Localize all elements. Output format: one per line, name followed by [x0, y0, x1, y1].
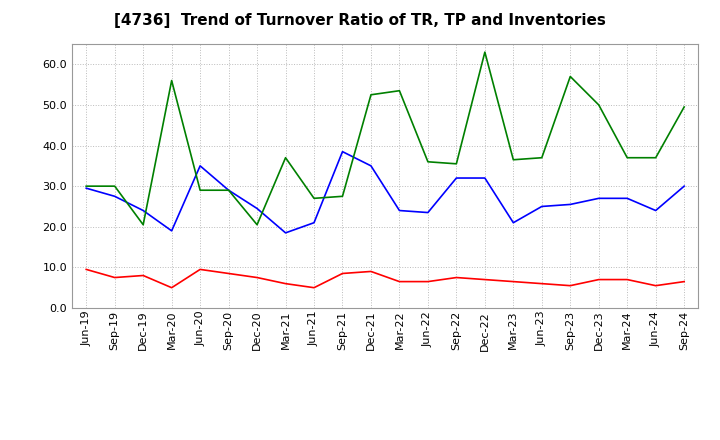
Trade Payables	[225, 187, 233, 193]
Inventories	[253, 222, 261, 227]
Trade Receivables	[366, 269, 375, 274]
Trade Payables	[110, 194, 119, 199]
Inventories	[509, 157, 518, 162]
Trade Receivables	[395, 279, 404, 284]
Inventories	[652, 155, 660, 160]
Trade Receivables	[423, 279, 432, 284]
Text: [4736]  Trend of Turnover Ratio of TR, TP and Inventories: [4736] Trend of Turnover Ratio of TR, TP…	[114, 13, 606, 28]
Trade Payables	[566, 202, 575, 207]
Line: Trade Receivables: Trade Receivables	[86, 269, 684, 288]
Trade Receivables	[566, 283, 575, 288]
Trade Receivables	[452, 275, 461, 280]
Trade Payables	[480, 176, 489, 181]
Line: Inventories: Inventories	[86, 52, 684, 225]
Trade Receivables	[595, 277, 603, 282]
Trade Payables	[537, 204, 546, 209]
Inventories	[480, 49, 489, 55]
Inventories	[310, 196, 318, 201]
Inventories	[82, 183, 91, 189]
Trade Payables	[395, 208, 404, 213]
Inventories	[366, 92, 375, 97]
Inventories	[225, 187, 233, 193]
Trade Receivables	[196, 267, 204, 272]
Trade Receivables	[82, 267, 91, 272]
Inventories	[139, 222, 148, 227]
Trade Receivables	[680, 279, 688, 284]
Trade Receivables	[282, 281, 290, 286]
Trade Payables	[652, 208, 660, 213]
Trade Receivables	[310, 285, 318, 290]
Inventories	[537, 155, 546, 160]
Trade Receivables	[509, 279, 518, 284]
Trade Receivables	[167, 285, 176, 290]
Trade Receivables	[537, 281, 546, 286]
Line: Trade Payables: Trade Payables	[86, 152, 684, 233]
Inventories	[167, 78, 176, 83]
Trade Receivables	[110, 275, 119, 280]
Inventories	[566, 74, 575, 79]
Trade Payables	[196, 163, 204, 169]
Trade Receivables	[338, 271, 347, 276]
Trade Payables	[282, 230, 290, 235]
Trade Payables	[167, 228, 176, 234]
Trade Payables	[310, 220, 318, 225]
Trade Payables	[139, 208, 148, 213]
Trade Payables	[623, 196, 631, 201]
Trade Payables	[680, 183, 688, 189]
Trade Receivables	[253, 275, 261, 280]
Trade Payables	[509, 220, 518, 225]
Inventories	[595, 102, 603, 107]
Trade Receivables	[225, 271, 233, 276]
Inventories	[282, 155, 290, 160]
Inventories	[395, 88, 404, 93]
Inventories	[623, 155, 631, 160]
Inventories	[423, 159, 432, 165]
Trade Payables	[595, 196, 603, 201]
Trade Receivables	[652, 283, 660, 288]
Trade Payables	[423, 210, 432, 215]
Trade Payables	[82, 186, 91, 191]
Trade Payables	[338, 149, 347, 154]
Trade Receivables	[480, 277, 489, 282]
Inventories	[680, 104, 688, 110]
Inventories	[338, 194, 347, 199]
Trade Payables	[253, 206, 261, 211]
Inventories	[110, 183, 119, 189]
Trade Payables	[366, 163, 375, 169]
Trade Receivables	[139, 273, 148, 278]
Trade Payables	[452, 176, 461, 181]
Inventories	[196, 187, 204, 193]
Inventories	[452, 161, 461, 166]
Trade Receivables	[623, 277, 631, 282]
